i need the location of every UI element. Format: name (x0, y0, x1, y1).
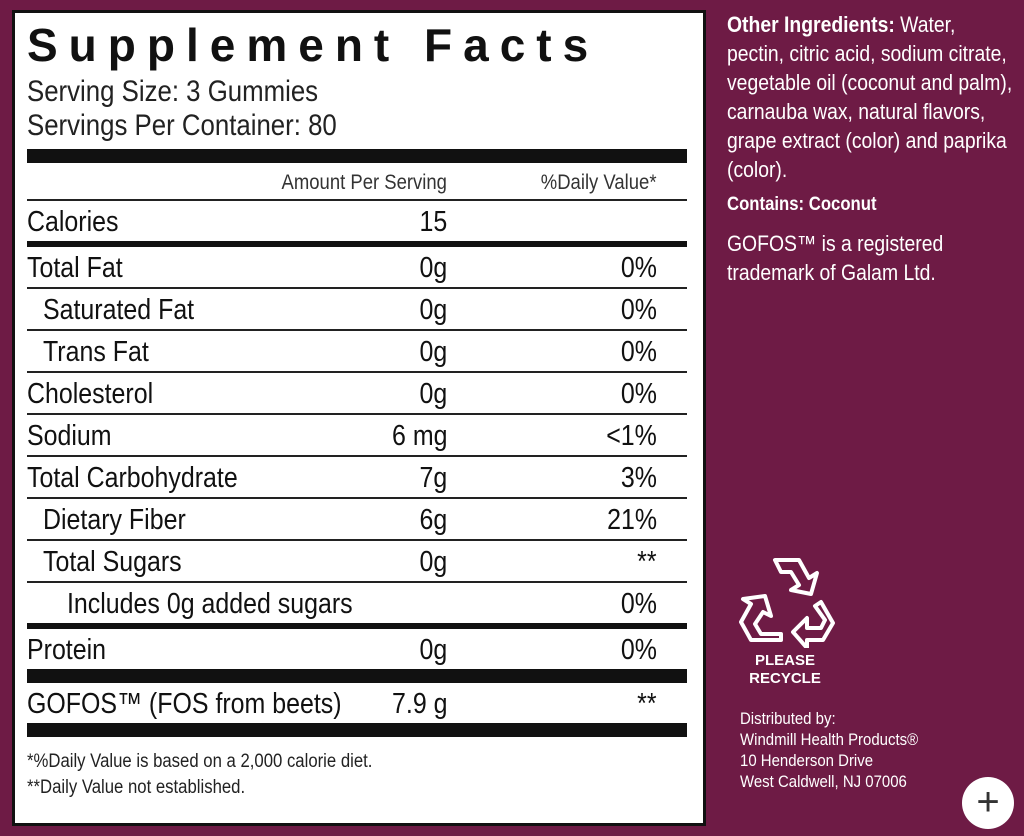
divider-medium (27, 623, 687, 629)
supplement-facts-panel: Supplement Facts Serving Size: 3 Gummies… (12, 10, 706, 826)
table-row: Sodium 6 mg <1% (27, 420, 657, 452)
divider (27, 199, 687, 201)
side-panel: Other Ingredients: Water, pectin, citric… (727, 10, 1017, 287)
table-row: Protein 0g 0% (27, 634, 657, 666)
divider (27, 371, 687, 373)
facts-title: Supplement Facts (27, 19, 600, 71)
column-header: Amount Per Serving %Daily Value* (27, 163, 687, 199)
divider-thick (27, 149, 687, 163)
table-row: Dietary Fiber 6g 21% (43, 504, 657, 536)
serving-size: Serving Size: 3 Gummies (27, 75, 319, 108)
other-ingredients: Other Ingredients: Water, pectin, citric… (727, 10, 1017, 184)
calories-label: Calories (27, 206, 119, 238)
divider (27, 287, 687, 289)
gofos-row: GOFOS™ (FOS from beets) 7.9 g ** (27, 688, 657, 720)
recycle-label: PLEASE RECYCLE (749, 652, 821, 687)
divider (27, 581, 687, 583)
footnotes: *%Daily Value is based on a 2,000 calori… (27, 749, 608, 801)
table-row: Total Sugars 0g ** (43, 546, 657, 578)
divider (27, 455, 687, 457)
recycle-icon (739, 558, 835, 648)
contains-allergen: Contains: Coconut (727, 194, 877, 215)
divider-thick (27, 723, 687, 737)
divider-thick (27, 669, 687, 683)
col-dv-header: %Daily Value* (541, 171, 657, 194)
table-row: Cholesterol 0g 0% (27, 378, 657, 410)
zoom-plus-button[interactable]: + (962, 777, 1014, 829)
distributor-info: Distributed by: Windmill Health Products… (740, 709, 919, 791)
table-row: Saturated Fat 0g 0% (43, 294, 657, 326)
table-row: Trans Fat 0g 0% (43, 336, 657, 368)
table-row: Includes 0g added sugars 0% (67, 588, 657, 620)
ingredients-text: Water, pectin, citric acid, sodium citra… (727, 12, 1013, 182)
table-row: Total Fat 0g 0% (27, 252, 657, 284)
servings-per-container: Servings Per Container: 80 (27, 109, 337, 142)
divider (27, 329, 687, 331)
col-amount-header: Amount Per Serving (281, 171, 447, 194)
divider-medium (27, 241, 687, 247)
footnote-not-established: **Daily Value not established. (27, 777, 246, 798)
divider (27, 497, 687, 499)
footnote-dv: *%Daily Value is based on a 2,000 calori… (27, 751, 373, 772)
calories-row: Calories 15 (27, 201, 687, 241)
ingredients-label: Other Ingredients: (727, 12, 895, 37)
divider (27, 413, 687, 415)
trademark-note: GOFOS™ is a registered trademark of Gala… (727, 231, 944, 285)
calories-amount: 15 (419, 206, 447, 238)
table-row: Total Carbohydrate 7g 3% (27, 462, 657, 494)
divider (27, 539, 687, 541)
